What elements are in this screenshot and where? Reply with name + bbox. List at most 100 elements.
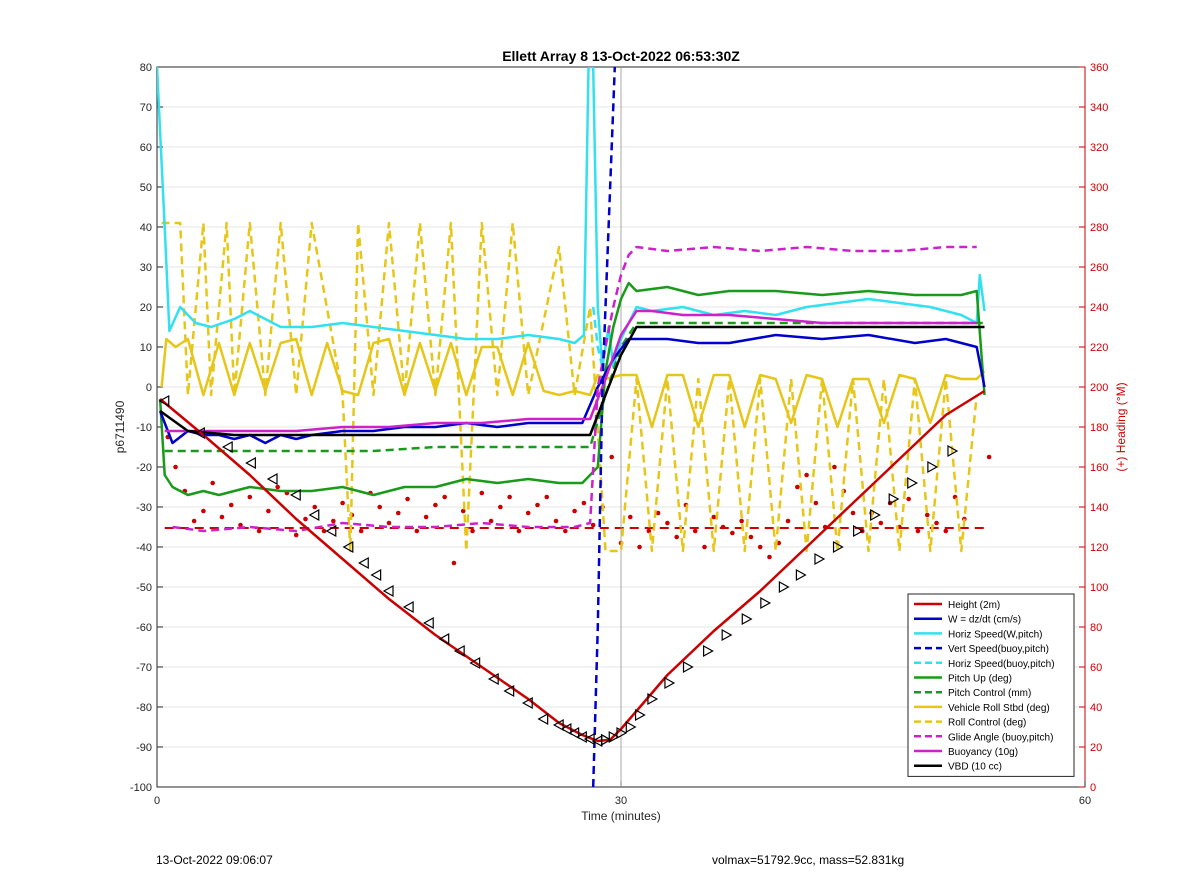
depth-triangle <box>487 672 499 686</box>
y-tick-label: -70 <box>136 662 152 674</box>
heading-point <box>331 518 336 524</box>
heading-point <box>201 508 206 514</box>
heading-point <box>479 490 485 496</box>
heading-point <box>433 502 438 508</box>
heading-point <box>247 494 253 500</box>
depth-triangle <box>664 676 676 690</box>
y-tick-label: 40 <box>140 222 152 234</box>
heading-point <box>303 516 308 522</box>
depth-triangle <box>583 732 595 746</box>
heading-point <box>767 554 772 560</box>
depth-triangle <box>778 580 790 594</box>
series-line-8 <box>161 221 978 553</box>
depth-triangles <box>158 394 959 748</box>
series-line-11 <box>159 325 985 437</box>
heading-point <box>943 528 949 534</box>
heading-point <box>553 518 559 524</box>
legend-label: VBD (10 cc) <box>948 762 1002 773</box>
depth-triangle <box>600 733 612 746</box>
y2-tick-label: 60 <box>1090 662 1102 674</box>
depth-triangle <box>266 472 278 486</box>
heading-point <box>590 522 596 528</box>
depth-triangle <box>795 568 807 582</box>
depth-triangle <box>422 616 434 630</box>
depth-triangle <box>703 644 714 658</box>
depth-triangle <box>721 628 733 642</box>
heading-point <box>748 534 754 540</box>
depth-triangle <box>358 556 369 570</box>
y-tick-label: -20 <box>136 462 152 474</box>
depth-triangle <box>382 584 394 598</box>
heading-point <box>850 510 856 516</box>
depth-triangle <box>342 540 354 554</box>
y2-tick-label: 20 <box>1090 742 1102 754</box>
heading-point <box>692 528 698 534</box>
heading-point <box>451 560 457 566</box>
y-tick-label: 20 <box>140 302 152 314</box>
heading-point <box>498 504 503 510</box>
heading-point <box>832 464 837 470</box>
legend-label: Pitch Control (mm) <box>948 688 1031 699</box>
heading-point <box>702 544 707 550</box>
depth-triangle <box>870 508 881 522</box>
legend: Height (2m) W = dz/dt (cm/s) Horiz Speed(W… <box>907 593 1075 777</box>
depth-triangle <box>438 632 450 646</box>
heading-point <box>986 454 992 460</box>
y2-tick-label: 140 <box>1090 502 1108 514</box>
y2-ticks: 0 20 40 60 80 100 120 140 160 180 200 220 240 260 280 3… <box>1079 62 1108 794</box>
y-tick-label: 0 <box>146 382 152 394</box>
x-axis-label: Time (minutes) <box>581 809 661 823</box>
depth-triangle <box>853 524 864 538</box>
legend-label: W = dz/dt (cm/s) <box>948 615 1021 626</box>
heading-point <box>581 500 587 506</box>
legend-label: Vehicle Roll Stbd (deg) <box>948 703 1050 714</box>
heading-point <box>228 502 234 508</box>
heading-point <box>340 500 345 506</box>
heading-point <box>785 518 791 524</box>
chart: -100-90-80-70-60-50-40-30-20-10010203040… <box>113 48 1128 823</box>
y-tick-label: -60 <box>136 622 152 634</box>
legend-box <box>907 593 1075 777</box>
heading-point <box>544 494 550 500</box>
y-tick-label: -90 <box>136 742 152 754</box>
heading-point <box>730 530 735 536</box>
depth-triangle <box>947 444 959 458</box>
y-tick-label: -100 <box>130 782 152 794</box>
x-tick-label: 0 <box>154 795 160 807</box>
y2-tick-label: 100 <box>1090 582 1108 594</box>
y2-tick-label: 340 <box>1090 102 1108 114</box>
depth-triangle <box>370 568 382 582</box>
plot-lines <box>157 67 992 787</box>
heading-point <box>646 528 652 534</box>
heading-point <box>804 472 809 478</box>
depth-triangle <box>453 644 465 658</box>
heading-point <box>525 510 531 516</box>
heading-point <box>535 502 540 508</box>
legend-label: Pitch Up (deg) <box>948 674 1012 685</box>
depth-triangle <box>741 612 753 626</box>
heading-point <box>312 504 318 510</box>
depth-triangle <box>552 718 564 732</box>
heading-point <box>423 514 429 520</box>
depth-triangle <box>568 726 580 740</box>
legend-label: Glide Angle (buoy,pitch) <box>948 732 1053 743</box>
y2-tick-label: 360 <box>1090 62 1108 74</box>
y2-tick-label: 180 <box>1090 422 1108 434</box>
y2-tick-label: 200 <box>1090 382 1108 394</box>
heading-point <box>516 528 522 534</box>
heading-point <box>293 532 299 538</box>
y-axis-label: p6711490 <box>113 400 127 453</box>
heading-point <box>609 454 615 460</box>
depth-triangle <box>402 600 414 614</box>
series-line-0 <box>159 389 986 743</box>
heading-point <box>934 520 939 526</box>
depth-triangle <box>560 722 572 736</box>
heading-point <box>238 522 243 528</box>
legend-label: Vert Speed(buoy,pitch) <box>948 644 1049 655</box>
depth-triangle <box>308 508 320 522</box>
heading-point <box>507 494 512 500</box>
heading-point <box>739 518 744 524</box>
y2-tick-label: 240 <box>1090 302 1108 314</box>
y-tick-label: 70 <box>140 102 152 114</box>
series-line-10 <box>164 309 977 433</box>
